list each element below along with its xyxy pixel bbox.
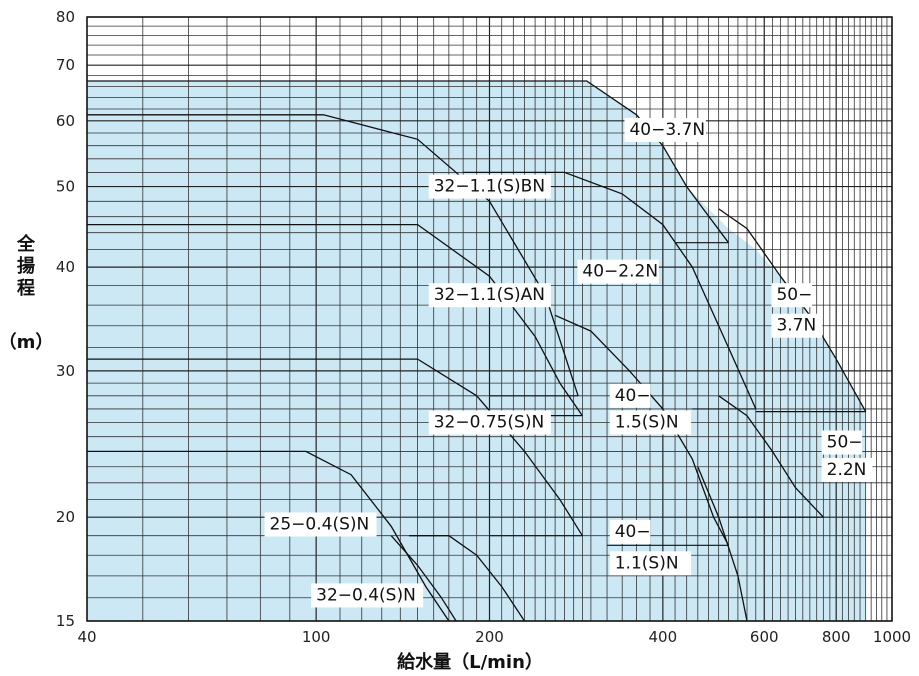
y-tick-label: 70 <box>56 56 75 74</box>
y-tick-label: 50 <box>56 178 75 196</box>
curve-label-bg <box>771 313 823 338</box>
y-axis-title-char: 全 <box>16 233 36 255</box>
x-tick-labels: 40 100 200 400 600 800 1000 <box>77 628 911 646</box>
y-tick-label: 30 <box>56 362 75 380</box>
curve-label-text: 40−2.2N <box>582 262 658 282</box>
y-tick-label: 80 <box>56 8 75 26</box>
x-tick-label: 40 <box>77 628 96 646</box>
curve-label-bg <box>771 283 813 308</box>
x-tick-label: 100 <box>302 628 331 646</box>
curves <box>87 80 867 622</box>
curve-40-1-1-s-n <box>409 535 526 622</box>
x-tick-label: 600 <box>750 628 779 646</box>
x-tick-label: 400 <box>649 628 678 646</box>
curve-40-1-5-s-n <box>554 314 730 546</box>
y-axis-title-char: 揚 <box>17 256 35 277</box>
curve-label-text: 2.2N <box>827 460 867 480</box>
curve-label-bg <box>428 283 551 308</box>
y-axis-title: 全揚程 （m） <box>0 233 53 353</box>
curve-label-bg <box>264 512 377 537</box>
curve-25-0-4-s-n <box>87 450 450 622</box>
y-tick-label: 60 <box>56 112 75 130</box>
x-tick-label: 1000 <box>873 628 911 646</box>
curve-label-bg <box>609 519 651 544</box>
curve-label-bg <box>609 383 651 408</box>
curve-label-text: 40−3.7N <box>629 120 705 140</box>
curve-label-bg <box>821 430 863 455</box>
curve-label-bg <box>624 117 706 142</box>
curve-label-text: 3.7N <box>776 316 816 336</box>
x-axis-title: 給水量（L/min） <box>397 651 543 673</box>
curve-label-text: 32−0.4(S)N <box>316 585 416 605</box>
curve-label-bg <box>609 551 692 576</box>
curve-label-text: 40− <box>615 522 651 542</box>
curve-label-bg <box>428 410 551 435</box>
y-tick-label: 15 <box>56 612 75 630</box>
curve-label-text: 32−1.1(S)BN <box>434 177 545 197</box>
curve-label-bg <box>821 457 873 482</box>
x-tick-label: 200 <box>475 628 504 646</box>
y-tick-labels: 15 20 30 40 50 60 70 80 <box>56 8 75 630</box>
curve-32-1-1-s-bn <box>87 114 579 397</box>
curve-40-2-2n <box>463 171 757 410</box>
curve-label-text: 32−1.1(S)AN <box>434 285 545 305</box>
curve-label-text: 50− <box>776 285 812 305</box>
curve-label-text: 1.1(S)N <box>615 553 679 573</box>
curve-32-0-4-s-n <box>390 535 457 622</box>
curve-label-text: 25−0.4(S)N <box>270 514 370 534</box>
curve-label-text: 1.5(S)N <box>615 413 679 433</box>
curve-50-1-5-s-n-edge <box>697 466 748 622</box>
curve-label-bg <box>609 410 692 435</box>
curve-40-3-7n <box>87 80 730 244</box>
curve-label-bg <box>577 259 659 284</box>
grid-lines <box>86 16 893 622</box>
curve-label-text: 50− <box>827 433 863 453</box>
curve-label-bg <box>428 174 551 199</box>
curve-label-text: 32−0.75(S)N <box>434 413 545 433</box>
curve-50-2-2n <box>718 395 824 518</box>
plot-frame <box>86 16 893 622</box>
curve-label-bg <box>311 583 424 608</box>
y-tick-label: 20 <box>56 508 75 526</box>
y-axis-unit: （m） <box>0 332 53 353</box>
curve-label-text: 40− <box>615 386 651 406</box>
x-tick-label: 800 <box>822 628 851 646</box>
y-tick-label: 40 <box>56 258 75 276</box>
y-axis-title-char: 程 <box>17 278 35 299</box>
